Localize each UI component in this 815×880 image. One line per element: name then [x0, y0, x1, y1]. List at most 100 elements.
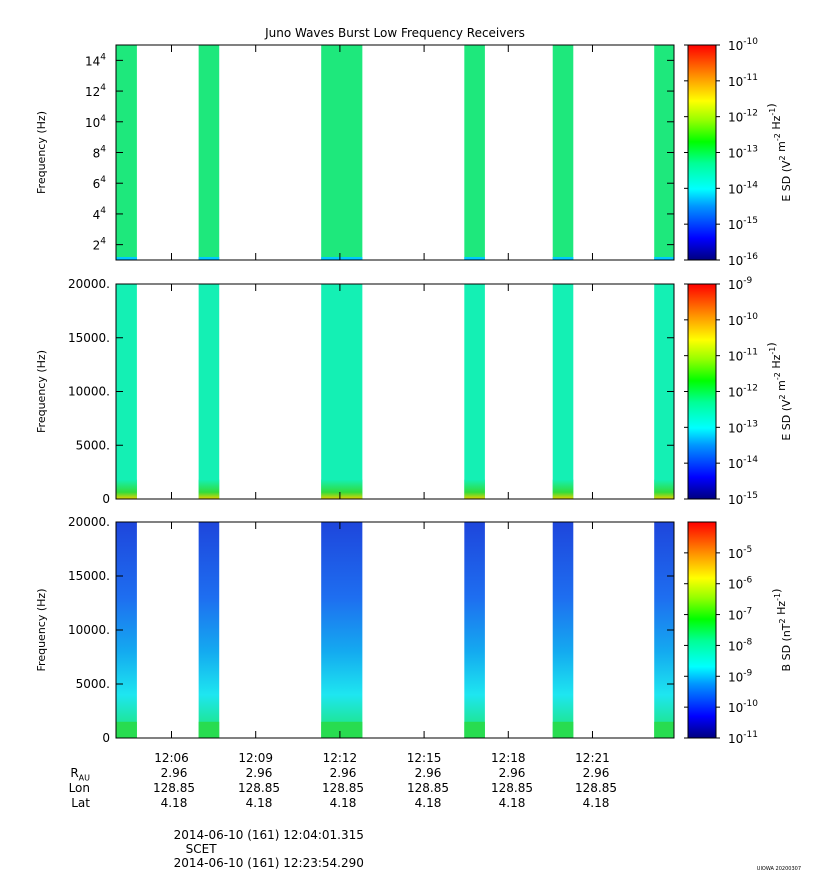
spectrogram-burst-4: [464, 522, 485, 738]
y-tick-label: 144: [85, 52, 106, 68]
burst-lowfreq-edge: [198, 257, 220, 260]
ephem-label-lon: Lon: [68, 781, 90, 795]
ephem-r-6: 2.96: [582, 766, 610, 780]
colorbar-tick-label: 10-14: [728, 455, 758, 471]
colorbar-tick-label: 10-7: [728, 607, 752, 623]
colorbar-tick-label: 10-11: [728, 73, 758, 89]
y-tick-label: 0: [102, 731, 110, 745]
ephem-lon-5: 128.85: [491, 781, 533, 795]
x-tick-label: 12:09: [238, 751, 273, 765]
colorbar-tick-label: 10-8: [728, 637, 753, 653]
ephem-lat-3: 4.18: [329, 796, 357, 810]
ephem-lat-6: 4.18: [582, 796, 610, 810]
y-axis-label: Frequency (Hz): [35, 350, 48, 433]
burst-lowfreq-band: [115, 721, 137, 738]
x-tick-label: 12:12: [323, 751, 358, 765]
burst-lowfreq-band: [464, 479, 485, 499]
y-axis-label: Frequency (Hz): [35, 111, 48, 194]
burst-lowfreq-band: [198, 721, 220, 738]
burst-lowfreq-band: [552, 479, 574, 499]
burst-lowfreq-band: [654, 721, 675, 738]
colorbar-tick-label: 10-13: [728, 419, 758, 435]
y-tick-label: 44: [93, 206, 107, 222]
colorbar-tick-label: 10-15: [728, 491, 758, 507]
ephem-label-lat: Lat: [71, 796, 90, 810]
burst-lowfreq-band: [115, 479, 137, 499]
burst-lowfreq-edge: [321, 257, 363, 260]
spectrogram-burst-3: [321, 522, 363, 738]
spectrogram-burst-3: [321, 45, 363, 260]
colorbar-tick-label: 10-12: [728, 384, 758, 400]
ephem-lat-5: 4.18: [498, 796, 526, 810]
y-tick-label: 0: [102, 492, 110, 506]
burst-lowfreq-edge: [115, 257, 137, 260]
colorbar: [687, 283, 717, 500]
colorbar-tick-label: 10-14: [728, 180, 758, 196]
ephem-lat-2: 4.18: [245, 796, 273, 810]
y-tick-label: 15000.: [68, 331, 110, 345]
ephem-label-r: RAU: [50, 766, 90, 782]
y-tick-label: 5000.: [76, 677, 110, 691]
ephem-label-r-sub: AU: [78, 773, 90, 783]
panel-1-group: 24 44 64 84 104 124 144 Frequency (Hz) 10-10 10-1…: [35, 37, 793, 268]
time-frame: SCET: [185, 842, 217, 856]
panel-3-group: 0 5000. 10000. 15000. 20000. Frequency (Hz) 12…: [35, 515, 793, 765]
y-tick-label: 124: [85, 83, 106, 99]
colorbar-label: E SD (V2 m-2 Hz-1): [765, 103, 793, 201]
ephem-label-r-text: R: [70, 766, 79, 780]
burst-lowfreq-band: [464, 721, 485, 738]
colorbar-tick-label: 10-10: [728, 37, 758, 53]
ephem-lon-2: 128.85: [238, 781, 280, 795]
burst-lowfreq-band: [321, 479, 363, 499]
ephem-r-4: 2.96: [414, 766, 442, 780]
colorbar-tick-label: 10-5: [728, 545, 752, 561]
end-time: 2014-06-10 (161) 12:23:54.290: [173, 856, 364, 870]
x-tick-label: 12:21: [575, 751, 610, 765]
ephem-r-1: 2.96: [160, 766, 188, 780]
burst-lowfreq-band: [654, 479, 675, 499]
colorbar: [687, 44, 717, 261]
ephem-lon-4: 128.85: [407, 781, 449, 795]
ephem-r-3: 2.96: [329, 766, 357, 780]
ephem-lat-1: 4.18: [160, 796, 188, 810]
colorbar: [687, 521, 717, 739]
spectrogram-burst-3: [321, 284, 363, 499]
burst-lowfreq-edge: [464, 257, 485, 260]
spectrogram-burst-4: [464, 284, 485, 499]
y-tick-label: 20000.: [68, 515, 110, 529]
spectrogram-burst-4: [464, 45, 485, 260]
colorbar-tick-label: 10-13: [728, 145, 758, 161]
ephem-lat-4: 4.18: [414, 796, 442, 810]
colorbar-tick-label: 10-11: [728, 730, 758, 746]
y-tick-label: 15000.: [68, 569, 110, 583]
colorbar-label: E SD (V2 m-2 Hz-1): [765, 342, 793, 440]
burst-lowfreq-band: [321, 721, 363, 738]
spectrogram-burst-2: [198, 522, 220, 738]
credit-stamp: UIOWA 20200307: [756, 866, 801, 872]
colorbar-tick-label: 10-12: [728, 109, 758, 125]
colorbar-tick-label: 10-11: [728, 348, 758, 364]
panel-2-group: 0 5000. 10000. 15000. 20000. Frequency (Hz) 10…: [35, 276, 793, 507]
y-tick-label: 20000.: [68, 277, 110, 291]
start-time: 2014-06-10 (161) 12:04:01.315: [173, 828, 364, 842]
y-tick-label: 5000.: [76, 438, 110, 452]
y-tick-label: 10000.: [68, 623, 110, 637]
chart-title: Juno Waves Burst Low Frequency Receivers: [264, 26, 525, 40]
colorbar-tick-label: 10-10: [728, 699, 758, 715]
colorbar-tick-label: 10-9: [728, 276, 753, 292]
ephem-lon-6: 128.85: [575, 781, 617, 795]
burst-lowfreq-edge: [552, 257, 574, 260]
x-tick-label: 12:18: [491, 751, 526, 765]
y-axis-label: Frequency (Hz): [35, 589, 48, 672]
spectrogram-burst-5: [552, 45, 574, 260]
x-tick-label: 12:06: [154, 751, 189, 765]
spectrogram-burst-5: [552, 522, 574, 738]
y-tick-label: 24: [93, 237, 107, 253]
burst-lowfreq-edge: [654, 257, 675, 260]
ephem-r-2: 2.96: [245, 766, 273, 780]
spectrogram-burst-6: [654, 45, 675, 260]
spectrogram-burst-2: [198, 284, 220, 499]
burst-lowfreq-band: [198, 479, 220, 499]
spectrogram-burst-1: [115, 45, 137, 260]
